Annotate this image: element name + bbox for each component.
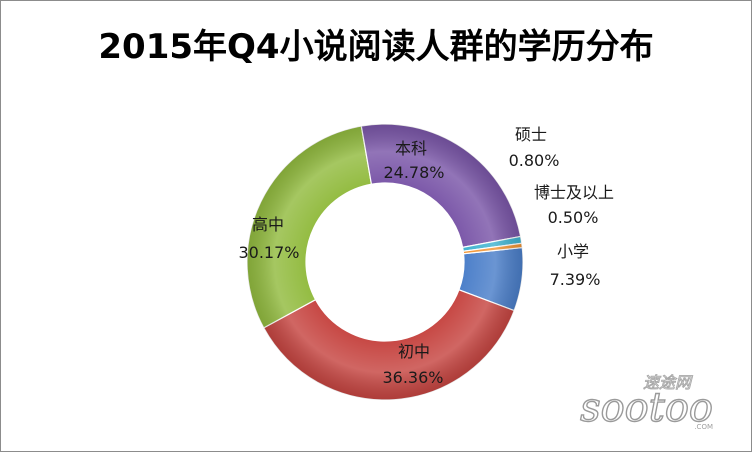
slice-label-value: 0.50% <box>548 208 599 227</box>
slice-label-name: 初中 <box>398 342 430 361</box>
donut-hole <box>307 184 463 340</box>
slice-labels: 小学 7.39% 初中 36.36% 高中 30.17% 本科 24.78% 硕… <box>238 125 614 387</box>
watermark-latin: sootoo <box>580 385 713 431</box>
slice-label-value: 7.39% <box>550 270 601 289</box>
slice-label-value: 24.78% <box>383 163 444 182</box>
slice-label-name: 小学 <box>557 242 589 261</box>
watermark-cn: 速途网 <box>643 373 693 392</box>
sootoo-watermark: 速途网 sootoo .COM <box>579 373 713 432</box>
slice-label-name: 本科 <box>395 139 427 158</box>
slice-label-name: 博士及以上 <box>534 183 614 202</box>
donut-slices <box>246 123 524 401</box>
slice-label-name: 高中 <box>252 215 284 234</box>
slice-label-value: 36.36% <box>382 368 443 387</box>
chart-title: 2015年Q4小说阅读人群的学历分布 <box>98 27 654 67</box>
slice-label-name: 硕士 <box>515 125 547 144</box>
slice-label-value: 0.80% <box>509 151 560 170</box>
watermark-domain: .COM <box>694 423 713 431</box>
slice-label-value: 30.17% <box>238 243 299 262</box>
